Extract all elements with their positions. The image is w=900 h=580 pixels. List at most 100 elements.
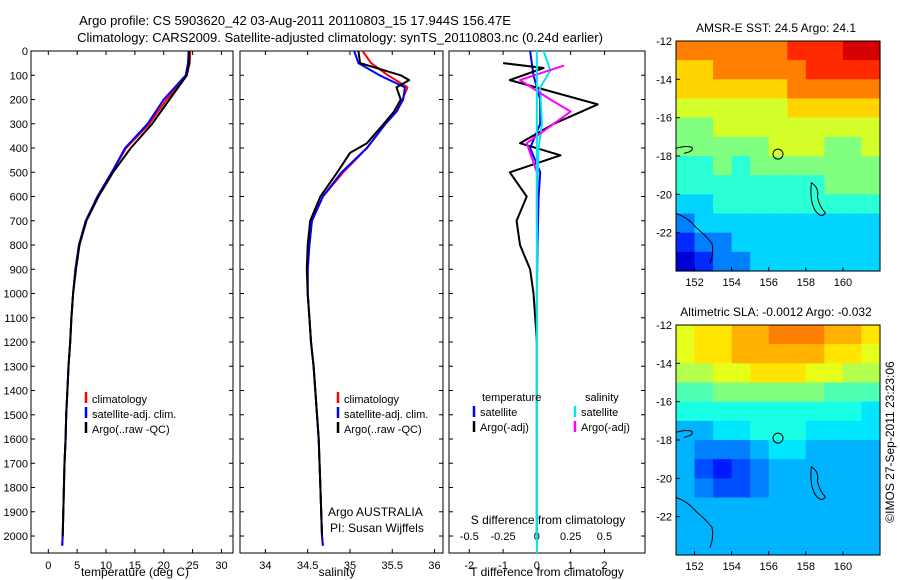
- sst-map-cell: [676, 60, 696, 80]
- temperature-xtick-label: 5: [74, 560, 80, 572]
- sst-map-cell: [805, 232, 825, 253]
- sla-map-cell: [676, 497, 696, 518]
- sla-map-cell: [787, 535, 807, 556]
- sla-map-cell: [731, 478, 751, 499]
- sla-map-cell: [713, 535, 733, 556]
- salinity-xtick-label: 35: [344, 560, 356, 572]
- temperature-legend-label: satellite-adj. clim.: [92, 409, 176, 421]
- sst-map-cell: [750, 41, 770, 61]
- sla-map-cell: [824, 440, 844, 460]
- sst-map-cell: [694, 175, 714, 195]
- sla-map-cell: [768, 516, 788, 537]
- sst-map-xtick-label: 156: [760, 277, 778, 289]
- salinity-legend-label: satellite-adj. clim.: [344, 409, 428, 421]
- sla-map-cell: [824, 516, 844, 537]
- temperature-xtick-label: 10: [100, 560, 112, 572]
- sst-map-cell: [805, 98, 825, 119]
- sst-map-cell: [750, 251, 770, 272]
- sst-map-cell: [787, 175, 807, 195]
- sla-map-cell: [713, 401, 733, 422]
- sst-map-cell: [768, 232, 788, 253]
- difference-legend-s-label: Argo(-adj): [581, 422, 630, 434]
- salinity-xtick-label: 34: [259, 560, 271, 572]
- sla-map-cell: [842, 344, 863, 364]
- sla-map-cell: [861, 401, 881, 422]
- depth-tick-label: 1600: [4, 434, 28, 446]
- sst-map-cell: [768, 41, 788, 61]
- sla-map-cell: [768, 401, 788, 422]
- sst-map-cell: [824, 175, 844, 195]
- sst-map-cell: [713, 79, 733, 100]
- sst-map-cell: [750, 232, 770, 253]
- sst-map-cell: [861, 175, 881, 195]
- sst-map-ytick-label: -22: [656, 228, 672, 240]
- sla-map-cell: [768, 440, 788, 460]
- sla-map-cell: [824, 420, 844, 441]
- sla-map-cell: [676, 401, 696, 422]
- sst-map-cell: [861, 251, 881, 272]
- sla-map-ytick-label: -18: [656, 435, 672, 447]
- sst-map-cell: [861, 194, 881, 215]
- sst-map-cell: [694, 194, 714, 215]
- sla-map-cell: [676, 516, 696, 537]
- sst-map-cell: [824, 117, 844, 138]
- sst-map-cell: [861, 117, 881, 138]
- sla-map-cell: [842, 478, 863, 499]
- sst-map-cell: [824, 213, 844, 234]
- sla-map-cell: [750, 497, 770, 518]
- sst-map-cell: [824, 232, 844, 253]
- depth-tick-label: 1300: [4, 361, 28, 373]
- sla-map-cell: [731, 382, 751, 403]
- salinity-axes-box: [239, 50, 444, 554]
- sst-map-cell: [750, 79, 770, 100]
- sdiff-tick-label: -0.25: [491, 531, 516, 543]
- salinity-annotation-line1: Argo AUSTRALIA: [328, 505, 423, 519]
- sla-map-cell: [861, 459, 881, 479]
- sla-map-cell: [768, 420, 788, 441]
- sla-map-cell: [787, 497, 807, 518]
- sst-map-cell: [787, 117, 807, 138]
- sst-map-cell: [787, 60, 807, 80]
- sst-map-cell: [713, 213, 733, 234]
- sla-map-cell: [842, 516, 863, 537]
- sst-map-cell: [787, 79, 807, 100]
- sla-map-ytick-label: -12: [656, 320, 672, 332]
- sla-map-cell: [787, 478, 807, 499]
- sst-map-cell: [768, 98, 788, 119]
- temperature-xtick-label: 30: [215, 560, 227, 572]
- sla-map-cell: [713, 516, 733, 537]
- sla-map-cell: [694, 344, 714, 364]
- sla-map-cell: [713, 344, 733, 364]
- sla-map-cell: [731, 535, 751, 556]
- sla-map-cell: [731, 516, 751, 537]
- sla-map-cell: [787, 363, 807, 384]
- sst-map-panel: 152 154 156 158 160 -12 -14 -16 -18 -20 -22: [656, 36, 881, 289]
- sst-map-cell: [731, 60, 751, 80]
- depth-tick-label: 1200: [4, 337, 28, 349]
- sst-map-cell: [731, 41, 751, 61]
- temperature-xtick-label: 15: [129, 560, 141, 572]
- sst-map-cell: [750, 194, 770, 215]
- sst-map-cell: [861, 79, 881, 100]
- sla-map-cell: [713, 497, 733, 518]
- salinity-xtick-label: 34.5: [297, 560, 318, 572]
- difference-legend-s-label: satellite: [581, 407, 618, 419]
- sst-map-cell: [805, 41, 825, 61]
- sst-map-cell: [842, 98, 863, 119]
- sst-map-cell: [731, 232, 751, 253]
- difference-series-line-3: [519, 64, 572, 221]
- sst-map-cell: [676, 41, 696, 61]
- sla-map-cell: [861, 478, 881, 499]
- difference-xtick-label: -1: [498, 560, 508, 572]
- sla-map-cell: [676, 478, 696, 499]
- sst-map-cell: [694, 41, 714, 61]
- sst-map-cell: [842, 156, 863, 176]
- sst-map-cell: [731, 156, 751, 176]
- sst-map-ytick-label: -14: [656, 74, 672, 86]
- sst-map-contour: [675, 146, 693, 154]
- sst-map-cell: [768, 136, 788, 157]
- sst-map-cell: [676, 117, 696, 138]
- sla-map-cell: [676, 459, 696, 479]
- sst-map-cell: [861, 213, 881, 234]
- sla-map-cell: [842, 401, 863, 422]
